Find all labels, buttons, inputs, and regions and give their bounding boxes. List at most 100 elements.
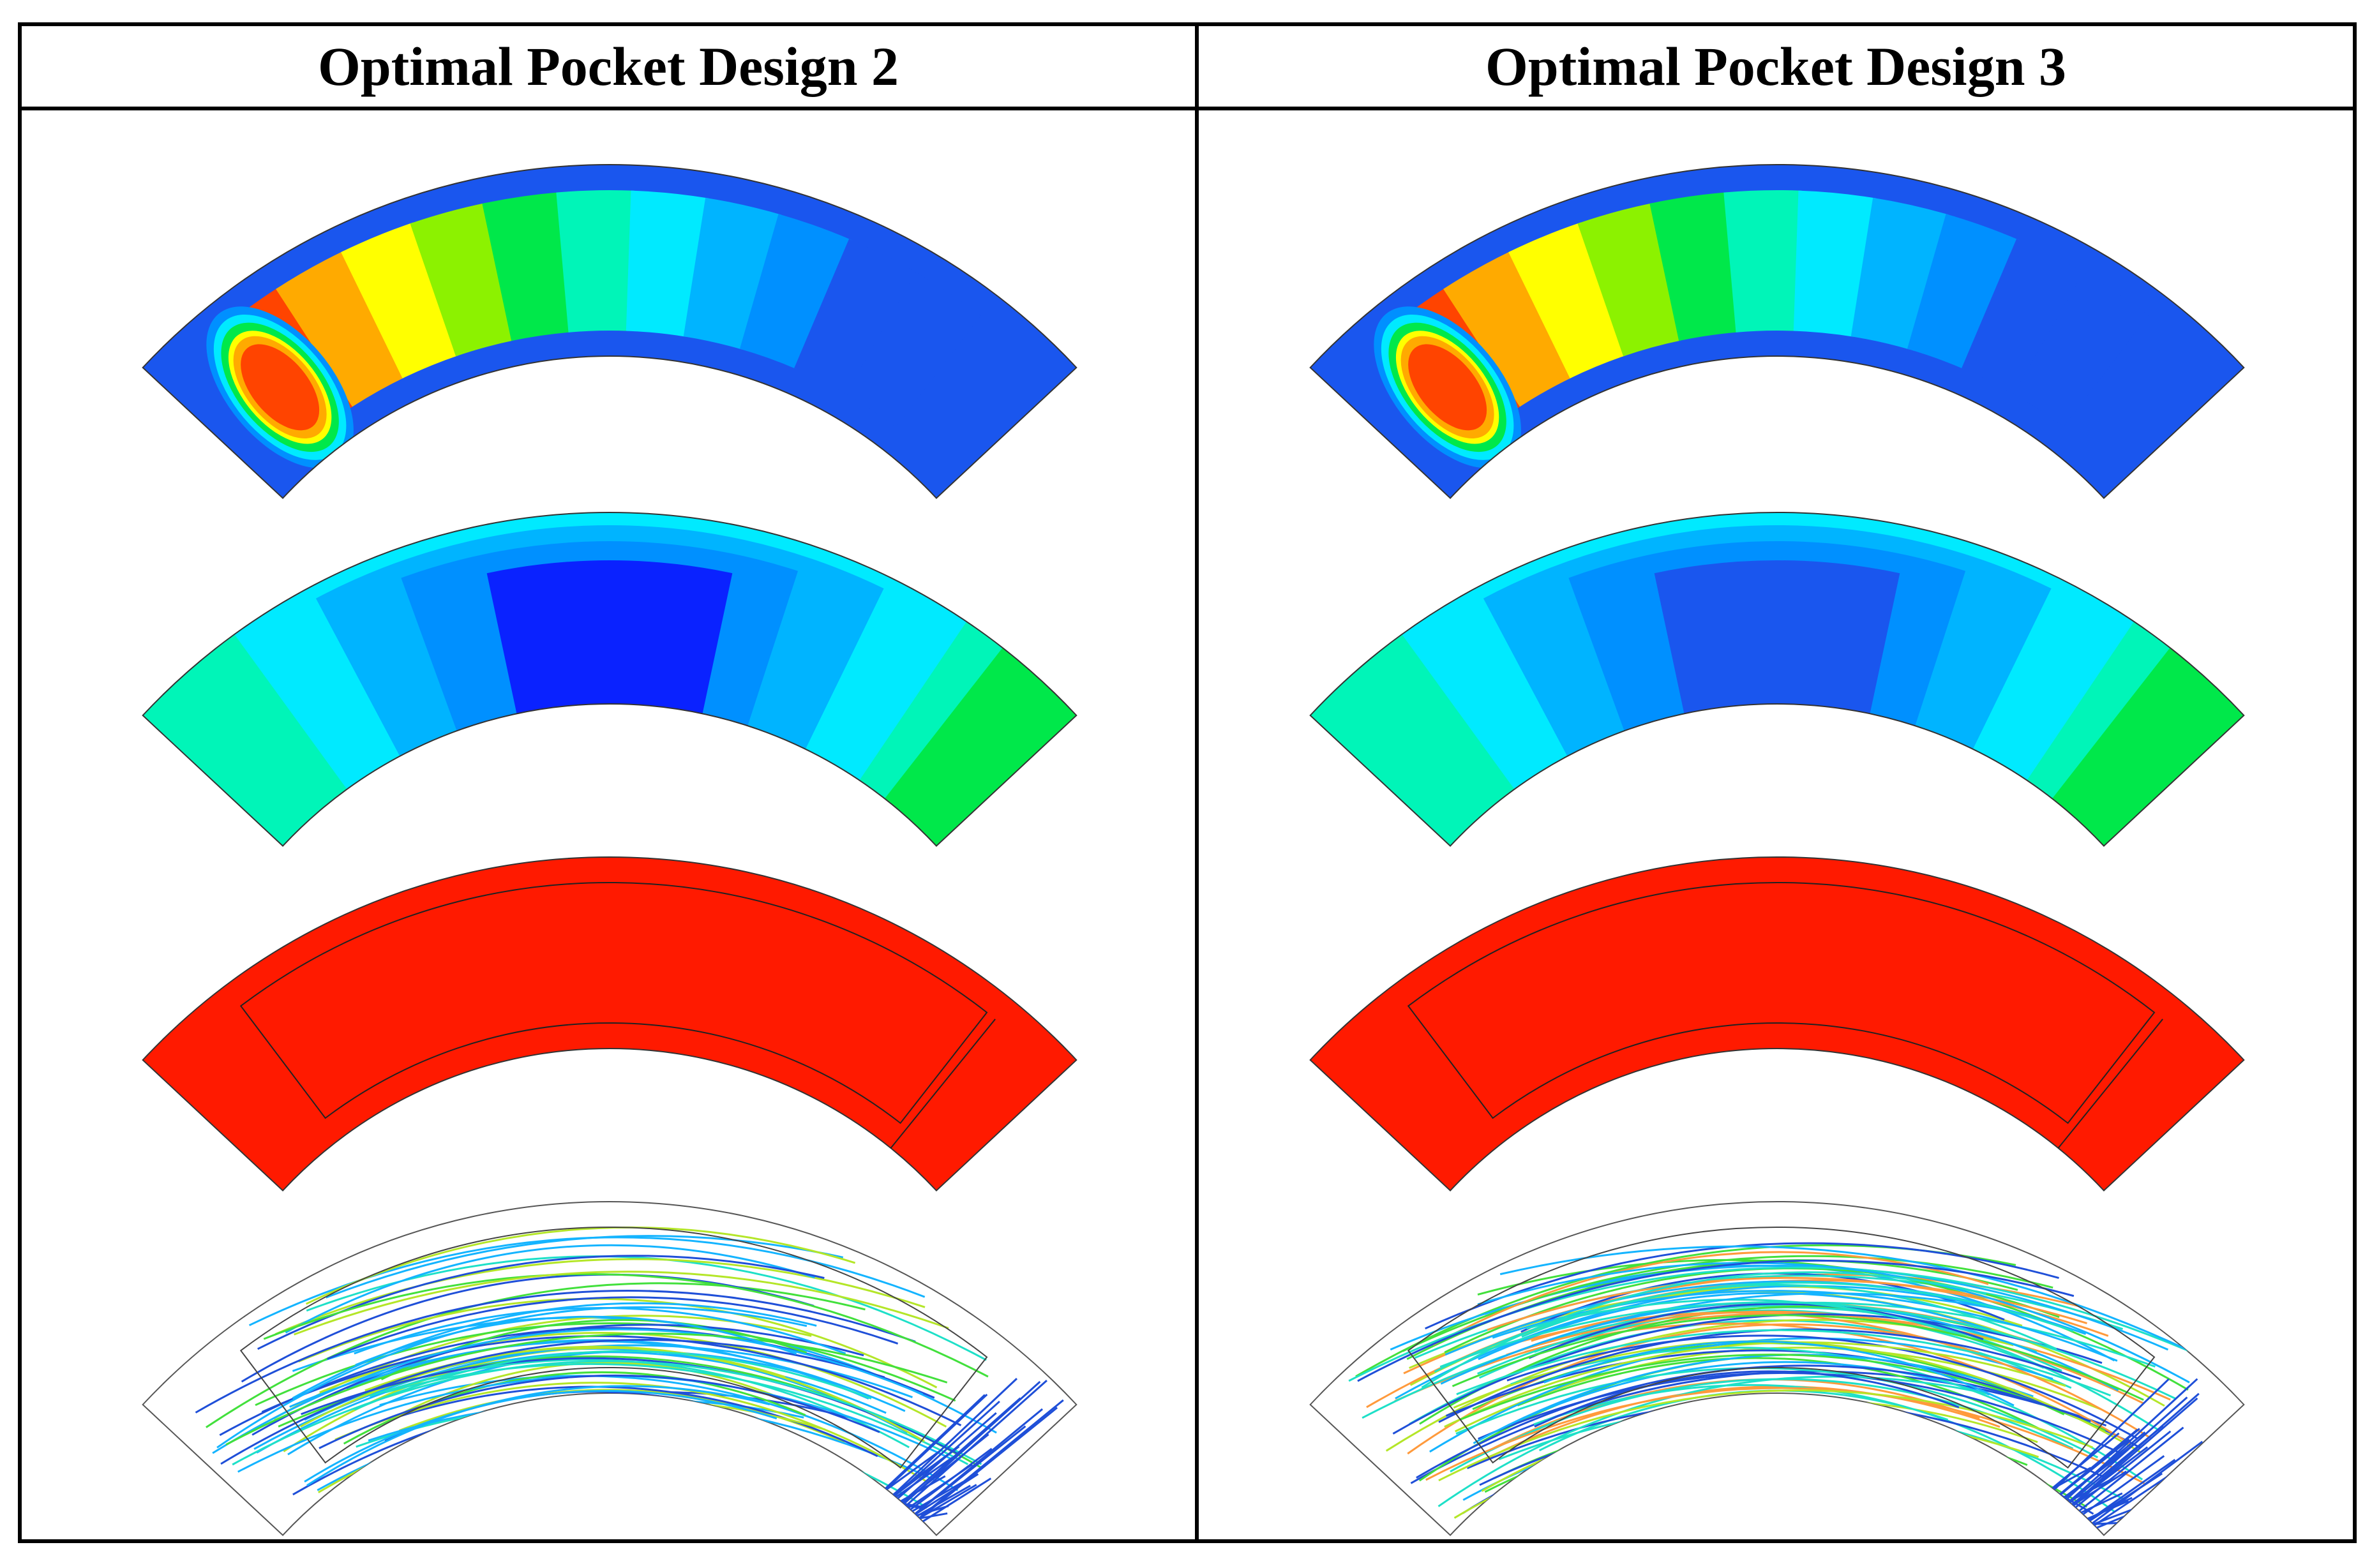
contour-band <box>410 202 514 357</box>
pocket-ring <box>1408 344 1487 431</box>
recirculation-line <box>2071 1393 2200 1505</box>
streamline <box>1534 1370 1960 1428</box>
streamline <box>1477 1309 2045 1375</box>
domain-outline <box>1309 512 2245 847</box>
contour-band <box>276 250 405 407</box>
contour-band <box>1850 197 1949 350</box>
contour-core <box>1654 560 1900 714</box>
streamline <box>1438 1389 2093 1482</box>
recirculation-line <box>2080 1492 2123 1514</box>
streamline <box>1506 1334 2138 1440</box>
pocket-ring <box>241 344 320 431</box>
streamline <box>1474 1385 2000 1466</box>
streamline <box>1425 1387 2145 1484</box>
streamline <box>1432 1251 1989 1346</box>
design-2-panel <box>142 164 1077 1537</box>
contour-band <box>1577 202 1681 357</box>
streamline <box>355 1315 797 1366</box>
contour-band <box>482 192 571 341</box>
streamline <box>1434 1281 2074 1373</box>
streamline <box>304 1390 777 1483</box>
streamline <box>1429 1337 2053 1453</box>
recirculation-line <box>910 1447 993 1511</box>
streamline <box>220 1338 885 1465</box>
contour-band <box>1310 645 1505 846</box>
recirculation-line <box>903 1502 921 1509</box>
streamline <box>232 1360 982 1466</box>
streamline <box>1473 1354 2034 1444</box>
blue-contour-plot <box>142 512 1077 847</box>
streamline <box>1507 1361 1990 1426</box>
streamline <box>294 1271 949 1336</box>
recirculation-line <box>919 1512 948 1519</box>
streamline <box>334 1382 929 1484</box>
contour-band <box>142 645 337 846</box>
contour-core <box>486 560 733 714</box>
streamline <box>385 1363 969 1465</box>
pocket-outline <box>1407 882 2156 1124</box>
streamline <box>319 1375 880 1449</box>
streamline <box>241 1273 814 1383</box>
streamline <box>225 1333 948 1446</box>
volume-fraction-plot <box>142 856 1077 1192</box>
streamline <box>1477 1262 2190 1384</box>
recirculation-line <box>2075 1430 2172 1509</box>
streamline <box>306 1385 770 1486</box>
pocket-outline <box>239 1227 988 1469</box>
streamline <box>301 1357 959 1455</box>
pocket-outline <box>1407 1227 2156 1469</box>
streamline-plot <box>142 1201 1077 1537</box>
contour-band <box>1723 190 1802 332</box>
domain-outline <box>142 512 1077 847</box>
contour-band <box>2050 645 2244 846</box>
streamline <box>1402 1255 2053 1352</box>
contour-band <box>794 239 919 396</box>
streamline <box>1437 1375 1988 1507</box>
recirculation-line <box>892 1378 1018 1496</box>
streamline <box>285 1244 815 1334</box>
streamline <box>1543 1340 2015 1407</box>
pressure-contour-plot <box>142 164 1077 500</box>
streamline <box>394 1385 878 1458</box>
streamline <box>206 1282 866 1428</box>
recirculation-line <box>912 1481 964 1512</box>
recirculation-line <box>886 1450 940 1491</box>
streamline <box>297 1297 938 1389</box>
contour-band <box>882 645 1077 846</box>
pressure-contour-plot <box>1309 164 2245 500</box>
contour-band <box>846 272 981 428</box>
recirculation-line <box>2092 1509 2133 1525</box>
contour-band <box>556 190 634 332</box>
recirculation-line <box>2093 1522 2117 1525</box>
streamline-plot <box>1309 1201 2245 1537</box>
contour-band <box>1649 192 1739 341</box>
recirculation-line <box>897 1412 997 1500</box>
streamline <box>354 1350 872 1411</box>
contour-band <box>1907 214 2020 370</box>
contour-band <box>1793 190 1877 337</box>
contour-band <box>341 222 458 378</box>
streamline <box>1460 1354 2106 1431</box>
step-edge <box>890 1019 996 1149</box>
recirculation-line <box>919 1399 1064 1519</box>
contour-band <box>683 197 782 350</box>
recirculation-line <box>885 1393 988 1490</box>
recirculation-line <box>2091 1440 2203 1525</box>
streamline <box>327 1296 899 1360</box>
recirculation-line <box>901 1397 1021 1504</box>
streamline <box>261 1335 962 1426</box>
streamline <box>216 1306 807 1449</box>
recirculation-line <box>2082 1455 2165 1516</box>
contour-band <box>626 190 709 337</box>
streamline <box>195 1290 916 1414</box>
streamline <box>1456 1329 2112 1397</box>
recirculation-line <box>919 1407 1058 1519</box>
red-fill-region <box>1309 856 2245 1192</box>
column-divider <box>1195 26 1199 1539</box>
recirculation-line <box>895 1456 953 1498</box>
red-fill-region <box>142 856 1077 1192</box>
pocket-outline <box>239 882 988 1124</box>
domain-outline <box>142 164 1077 500</box>
streamline <box>1444 1341 2066 1428</box>
contour-band <box>1962 239 2087 396</box>
